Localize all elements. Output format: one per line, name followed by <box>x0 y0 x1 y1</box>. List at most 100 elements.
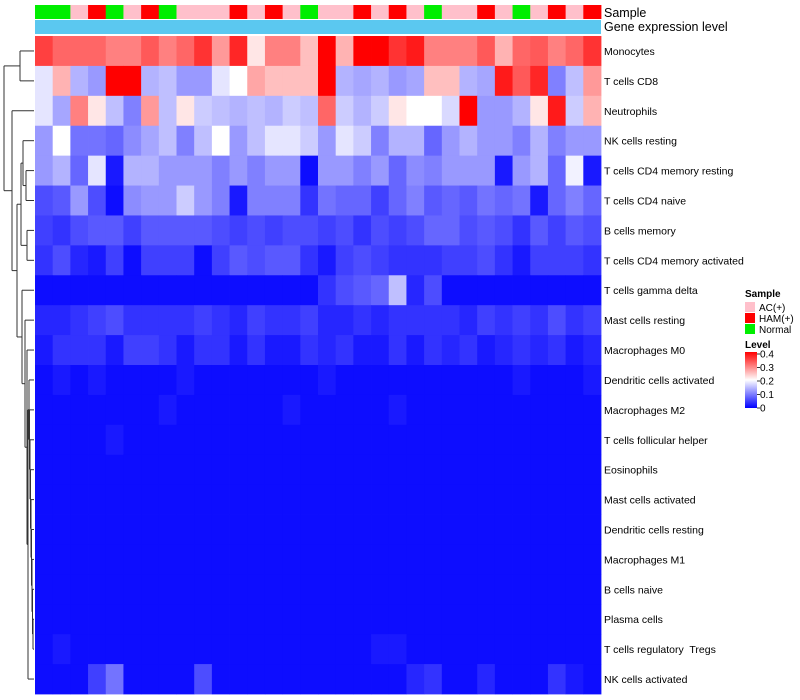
heatmap-cell <box>158 275 177 306</box>
heatmap-cell <box>70 664 89 695</box>
heatmap-cell <box>477 604 496 635</box>
heatmap-cell <box>176 275 195 306</box>
gene-level-annotation-label: Gene expression level <box>604 20 728 34</box>
heatmap-cell <box>35 155 54 186</box>
heatmap-cell <box>353 514 372 545</box>
heatmap-cell <box>353 215 372 246</box>
heatmap-cell <box>176 36 195 67</box>
heatmap-cell <box>300 185 319 216</box>
heatmap-cell <box>282 544 301 575</box>
heatmap-cell <box>211 305 230 336</box>
heatmap-cell <box>512 275 531 306</box>
heatmap-cell <box>176 365 195 396</box>
heatmap-cell <box>494 394 513 426</box>
heatmap-cell <box>194 394 213 426</box>
heatmap-cell <box>123 245 142 276</box>
row-label: Plasma cells <box>604 614 663 626</box>
heatmap-cell <box>459 125 478 157</box>
heatmap-cell <box>123 365 142 396</box>
heatmap-cell <box>583 574 602 605</box>
heatmap-cell <box>494 275 513 306</box>
heatmap-cell <box>105 155 124 186</box>
heatmap-cell <box>52 424 71 456</box>
heatmap-cell <box>176 664 195 695</box>
heatmap-cell <box>424 365 443 396</box>
heatmap-cell <box>229 245 248 276</box>
heatmap-cell <box>229 514 248 545</box>
heatmap-cell <box>477 95 496 127</box>
heatmap-cell <box>512 305 531 336</box>
heatmap-cell <box>105 394 124 426</box>
heatmap-cell <box>158 365 177 396</box>
heatmap-cell <box>441 664 460 695</box>
sample-legend-swatch <box>745 302 755 312</box>
row-label: Macrophages M2 <box>604 405 685 417</box>
heatmap-cell <box>282 604 301 635</box>
heatmap-cell <box>35 215 54 246</box>
heatmap-cell <box>123 454 142 486</box>
heatmap-cell <box>494 185 513 216</box>
heatmap-cell <box>371 604 390 635</box>
heatmap-cell <box>441 245 460 276</box>
heatmap-cell <box>105 514 124 545</box>
heatmap-cell <box>70 484 89 515</box>
row-label: Dendritic cells activated <box>604 375 714 387</box>
heatmap-cell <box>371 365 390 396</box>
heatmap-cell <box>494 65 513 97</box>
heatmap-cell <box>530 36 549 67</box>
heatmap-cell <box>318 275 337 306</box>
heatmap-cell <box>88 634 107 665</box>
heatmap-cell <box>335 125 354 157</box>
heatmap-cell <box>353 574 372 605</box>
heatmap-cell <box>459 155 478 186</box>
heatmap-cell <box>247 125 266 157</box>
heatmap-cell <box>300 95 319 127</box>
heatmap-cell <box>353 185 372 216</box>
heatmap-cell <box>441 215 460 246</box>
heatmap-cell <box>88 514 107 545</box>
heatmap-cell <box>406 664 425 695</box>
heatmap-cell <box>300 604 319 635</box>
heatmap-cell <box>353 604 372 635</box>
heatmap-cell <box>300 275 319 306</box>
heatmap-cell <box>583 215 602 246</box>
heatmap-cell <box>158 125 177 157</box>
heatmap-cell <box>300 155 319 186</box>
heatmap-cell <box>229 36 248 67</box>
heatmap-cell <box>105 335 124 366</box>
heatmap-cell <box>300 484 319 515</box>
heatmap-cell <box>547 215 567 246</box>
heatmap-cell <box>141 36 160 67</box>
heatmap-cell <box>424 424 443 456</box>
heatmap-cell <box>583 65 602 97</box>
heatmap-cell <box>300 305 319 336</box>
heatmap-cell <box>547 604 567 635</box>
gene-expression-level-bar <box>35 20 601 34</box>
sample-annotation-label: Sample <box>604 6 646 20</box>
heatmap-cell <box>176 484 195 515</box>
heatmap-cell <box>52 245 71 276</box>
row-label: Macrophages M0 <box>604 345 685 357</box>
heatmap-cell <box>406 454 425 486</box>
heatmap-cell <box>371 95 390 127</box>
heatmap-cell <box>353 424 372 456</box>
heatmap-cell <box>335 275 354 306</box>
heatmap-cell <box>318 424 337 456</box>
heatmap-cell <box>512 454 531 486</box>
heatmap-cell <box>335 65 354 97</box>
heatmap-cell <box>300 36 319 67</box>
heatmap-cell <box>406 484 425 515</box>
heatmap-cell <box>371 574 390 605</box>
heatmap-cell <box>105 634 124 665</box>
heatmap-cell <box>70 245 89 276</box>
heatmap-cell <box>388 185 407 216</box>
heatmap-cell <box>459 544 478 575</box>
heatmap-cell <box>229 454 248 486</box>
heatmap-cell <box>300 394 319 426</box>
heatmap-cell <box>211 394 230 426</box>
heatmap-cell <box>318 514 337 545</box>
heatmap-cell <box>88 245 107 276</box>
heatmap-cell <box>264 664 284 695</box>
heatmap-cell <box>158 454 177 486</box>
heatmap-cell <box>158 514 177 545</box>
